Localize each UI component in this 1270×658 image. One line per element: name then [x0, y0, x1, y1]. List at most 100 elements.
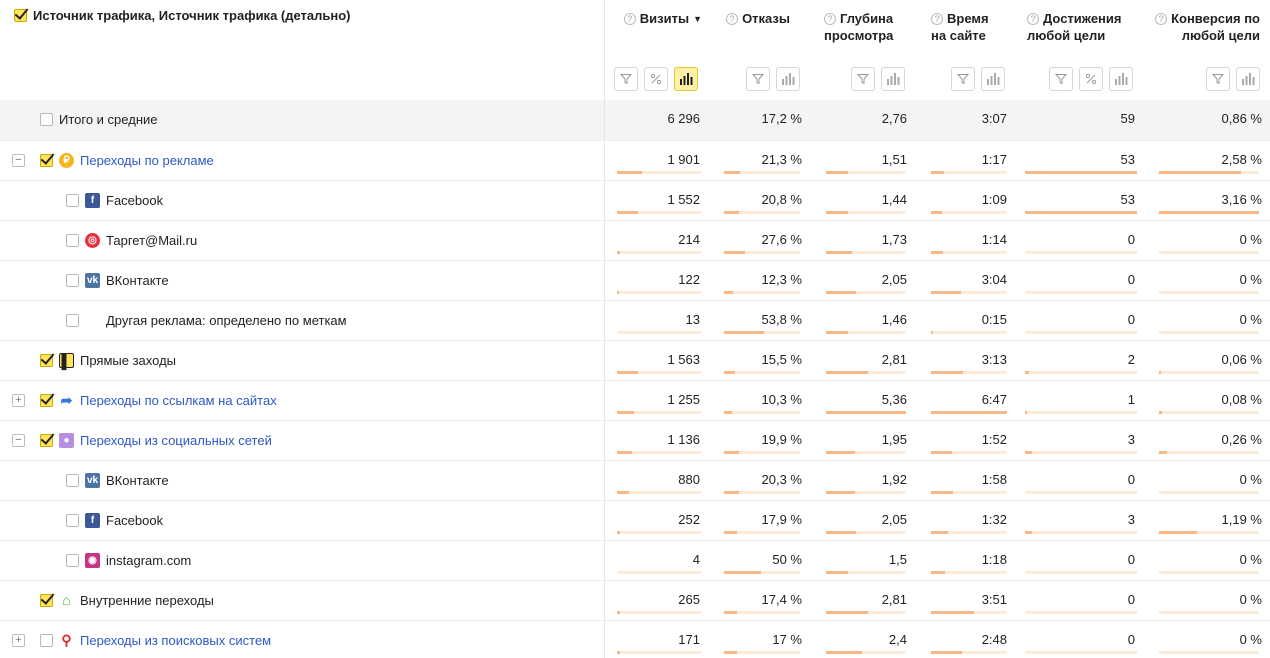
bar-track — [724, 571, 800, 574]
table-row[interactable]: ◉ instagram.com 4 50 % 1,5 1:18 0 0 % — [0, 540, 1270, 581]
row-checkbox[interactable] — [40, 154, 53, 167]
metric-value: 1:14 — [981, 232, 1007, 247]
chart-bars-button[interactable] — [981, 67, 1005, 91]
filter-button[interactable] — [1206, 67, 1230, 91]
column-header-conversion[interactable]: ? Конверсия по любой цели — [1143, 0, 1270, 100]
metric-cell-depth: 1,92 — [810, 461, 915, 501]
row-checkbox[interactable] — [40, 634, 53, 647]
filter-button[interactable] — [1049, 67, 1073, 91]
sort-desc-icon[interactable]: ▼ — [693, 14, 702, 24]
dimension-cell: Другая реклама: определено по меткам — [0, 301, 604, 341]
filter-button[interactable] — [851, 67, 875, 91]
table-row[interactable]: ⌂ Внутренние переходы 265 17,4 % 2,81 3:51 0 0 … — [0, 580, 1270, 621]
help-icon[interactable]: ? — [1155, 13, 1168, 25]
column-header-visits[interactable]: ? Визиты ▼ — [605, 0, 708, 100]
table-row[interactable]: f Facebook 252 17,9 % 2,05 1:32 3 1,19 % — [0, 500, 1270, 541]
expand-toggle[interactable]: + — [12, 394, 25, 407]
chart-bars-button[interactable] — [776, 67, 800, 91]
filter-button[interactable] — [746, 67, 770, 91]
table-row[interactable]: ▌ Прямые заходы 1 563 15,5 % 2,81 3:13 2 0,06 % — [0, 340, 1270, 381]
table-row[interactable]: − ● Переходы из социальных сетей 1 136 19,9 … — [0, 420, 1270, 461]
metric-value: 1,92 — [881, 472, 907, 487]
bar-fill — [826, 331, 848, 334]
row-label[interactable]: Переходы по ссылкам на сайтах — [80, 393, 277, 408]
metric-cell-goals: 53 — [1015, 141, 1143, 181]
table-row[interactable]: Другая реклама: определено по меткам 13 53… — [0, 300, 1270, 341]
help-icon[interactable]: ? — [824, 13, 836, 25]
row-label[interactable]: Переходы из поисковых систем — [80, 633, 272, 648]
help-icon[interactable]: ? — [931, 13, 943, 25]
metric-cell-conv: 0 % — [1143, 221, 1270, 261]
table-row[interactable]: f Facebook 1 552 20,8 % 1,44 1:09 53 3,16 % — [0, 180, 1270, 221]
metric-cell-visits: 214 — [605, 221, 708, 261]
metric-cell-conv: 3,16 % — [1143, 181, 1270, 221]
row-checkbox[interactable] — [66, 314, 79, 327]
column-header-goals[interactable]: ? Достижения любой цели — [1015, 0, 1143, 100]
table-row[interactable]: vk ВКонтакте 880 20,3 % 1,92 1:58 0 0 % — [0, 460, 1270, 501]
row-checkbox[interactable] — [40, 434, 53, 447]
collapse-toggle[interactable]: − — [12, 154, 25, 167]
table-row[interactable]: − ₽ Переходы по рекламе 1 901 21,3 % 1,51 1:17… — [0, 140, 1270, 181]
chart-bars-button[interactable] — [1236, 67, 1260, 91]
column-header-time[interactable]: ? Время на сайте — [915, 0, 1015, 100]
bar-track — [1025, 371, 1137, 374]
metric-value: 3,16 % — [1221, 192, 1262, 207]
dimension-cell: − ₽ Переходы по рекламе — [0, 141, 604, 181]
bar-track — [1025, 251, 1137, 254]
collapse-toggle[interactable]: − — [12, 434, 25, 447]
row-checkbox[interactable] — [66, 194, 79, 207]
metric-cell-goals: 0 — [1015, 261, 1143, 301]
row-label[interactable]: Переходы по рекламе — [80, 153, 214, 168]
expand-toggle[interactable]: + — [12, 634, 25, 647]
bar-track — [931, 211, 1007, 214]
help-icon[interactable]: ? — [726, 13, 739, 25]
help-icon[interactable]: ? — [1027, 13, 1039, 25]
percent-button[interactable] — [644, 67, 668, 91]
row-checkbox[interactable] — [66, 274, 79, 287]
bar-track — [724, 451, 800, 454]
row-checkbox[interactable] — [40, 394, 53, 407]
row-checkbox[interactable] — [66, 514, 79, 527]
metric-cell-bounce: 20,8 % — [708, 181, 810, 221]
column-title: Время на сайте — [931, 11, 989, 43]
bar-track — [1159, 211, 1259, 214]
bar-track — [826, 411, 906, 414]
totals-row[interactable]: Итого и средние 6 296 17,2 % 2,76 3:07 59 0,86… — [0, 100, 1270, 140]
metric-value: 10,3 % — [761, 392, 802, 407]
select-all-checkbox[interactable] — [14, 9, 27, 22]
table-row[interactable]: ◎ Таргет@Mail.ru 214 27,6 % 1,73 1:14 0 0 % — [0, 220, 1270, 261]
help-icon[interactable]: ? — [623, 13, 636, 25]
table-row[interactable]: + ⚲ Переходы из поисковых систем 171 17 % 2,4… — [0, 620, 1270, 658]
table-row[interactable]: + ➦ Переходы по ссылкам на сайтах 1 255 10,3… — [0, 380, 1270, 421]
dimension-cell: − ● Переходы из социальных сетей — [0, 421, 604, 461]
column-header-depth[interactable]: ? Глубина просмотра — [810, 0, 915, 100]
metric-value: 0 % — [1239, 272, 1262, 287]
metric-cell-visits: 880 — [605, 461, 708, 501]
row-checkbox[interactable] — [66, 234, 79, 247]
row-checkbox[interactable] — [40, 594, 53, 607]
bar-track — [617, 571, 701, 574]
percent-button[interactable] — [1079, 67, 1103, 91]
row-checkbox[interactable] — [40, 354, 53, 367]
chart-bars-button[interactable] — [881, 67, 905, 91]
row-checkbox[interactable] — [66, 554, 79, 567]
chart-bars-button[interactable] — [1109, 67, 1133, 91]
metric-value: 21,3 % — [761, 152, 802, 167]
metric-cell-conv: 0,86 % — [1143, 100, 1270, 140]
table-row[interactable]: vk ВКонтакте 122 12,3 % 2,05 3:04 0 0 % — [0, 260, 1270, 301]
row-label[interactable]: Переходы из социальных сетей — [80, 433, 272, 448]
metric-cell-time: 3:04 — [915, 261, 1015, 301]
row-checkbox[interactable] — [40, 113, 53, 126]
column-header-bounce[interactable]: ? Отказы — [708, 0, 810, 100]
bar-track — [1025, 291, 1137, 294]
metric-value: 20,3 % — [761, 472, 802, 487]
chart-bars-button[interactable] — [674, 67, 698, 91]
filter-button[interactable] — [951, 67, 975, 91]
metric-value: 17 % — [772, 632, 802, 647]
bar-fill — [617, 651, 620, 654]
row-checkbox[interactable] — [66, 474, 79, 487]
metric-cell-depth: 1,44 — [810, 181, 915, 221]
metric-cell-bounce: 12,3 % — [708, 261, 810, 301]
filter-button[interactable] — [614, 67, 638, 91]
bar-track — [1159, 531, 1259, 534]
